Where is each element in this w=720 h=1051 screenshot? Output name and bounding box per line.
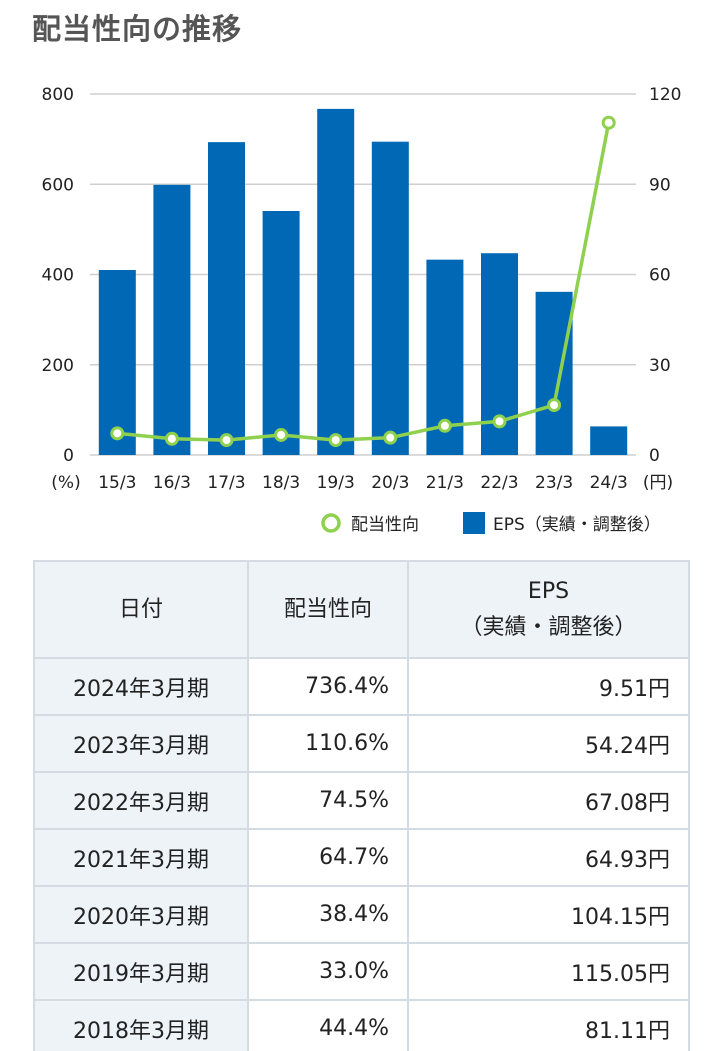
table-row: 2023年3月期 110.6% 54.24円 (33, 714, 690, 773)
cell-ratio: 44.4% (247, 999, 409, 1051)
x-tick-label: 21/3 (426, 473, 464, 493)
x-tick-label: 22/3 (480, 473, 518, 493)
cell-eps: 104.15円 (407, 885, 690, 944)
x-tick-label: 15/3 (98, 473, 136, 493)
x-tick-label: 19/3 (317, 473, 355, 493)
y-right-tick-label: 120 (649, 85, 681, 105)
cell-date: 2023年3月期 (33, 714, 249, 773)
eps-bar (590, 426, 628, 455)
cell-date: 2019年3月期 (33, 942, 249, 1001)
y-left-tick-label: 600 (42, 175, 74, 195)
payout-ratio-point (547, 398, 562, 413)
cell-date: 2018年3月期 (33, 999, 249, 1051)
payout-ratio-point (164, 431, 179, 446)
legend-bar-label: EPS（実績・調整後） (493, 515, 661, 535)
table-row: 2018年3月期 44.4% 81.11円 (33, 999, 690, 1051)
y-right-tick-label: 30 (649, 356, 671, 376)
header-eps-line2: （実績・調整後） (460, 614, 637, 640)
payout-ratio-point (437, 418, 452, 433)
page-title: 配当性向の推移 (32, 12, 243, 46)
eps-bar (371, 141, 409, 456)
table-row: 2022年3月期 74.5% 67.08円 (33, 771, 690, 830)
cell-ratio: 38.4% (247, 885, 409, 944)
payout-ratio-point (274, 427, 289, 442)
table-row: 2024年3月期 736.4% 9.51円 (33, 657, 690, 716)
payout-ratio-point (492, 414, 507, 429)
y-right-tick-label: 90 (649, 175, 671, 195)
payout-ratio-point (383, 430, 398, 445)
eps-bar (535, 291, 573, 455)
header-eps-line1: EPS (527, 578, 570, 604)
table-row: 2019年3月期 33.0% 115.05円 (33, 942, 690, 1001)
header-eps: EPS （実績・調整後） (407, 560, 690, 659)
cell-date: 2021年3月期 (33, 828, 249, 887)
x-tick-label: 23/3 (535, 473, 573, 493)
cell-eps: 54.24円 (407, 714, 690, 773)
eps-bar (317, 108, 355, 456)
legend-line-swatch (321, 513, 341, 533)
eps-bar (153, 184, 191, 455)
header-date: 日付 (33, 560, 249, 659)
cell-ratio: 736.4% (247, 657, 409, 716)
y-right-tick-label: 60 (649, 266, 671, 286)
payout-ratio-line (117, 122, 611, 442)
cell-ratio: 110.6% (247, 714, 409, 773)
cell-eps: 9.51円 (407, 657, 690, 716)
cell-date: 2020年3月期 (33, 885, 249, 944)
cell-ratio: 74.5% (247, 771, 409, 830)
cell-eps: 64.93円 (407, 828, 690, 887)
cell-eps: 67.08円 (407, 771, 690, 830)
legend-line-label: 配当性向 (351, 515, 419, 535)
table-header-row: 日付 配当性向 EPS （実績・調整後） (33, 560, 690, 659)
legend-bar-swatch (463, 512, 485, 534)
x-tick-label: 18/3 (262, 473, 300, 493)
eps-bar (208, 142, 245, 455)
payout-ratio-point (601, 115, 616, 130)
payout-ratio-point (110, 426, 125, 441)
y-right-tick-label: 0 (649, 446, 660, 466)
cell-eps: 115.05円 (407, 942, 690, 1001)
y-left-unit-label: (%) (51, 473, 80, 493)
y-left-tick-label: 200 (42, 356, 74, 376)
x-tick-label: 20/3 (371, 473, 409, 493)
dividend-table: 日付 配当性向 EPS （実績・調整後） 2024年3月期 736.4% 9.5… (33, 560, 690, 1051)
cell-date: 2024年3月期 (33, 657, 249, 716)
y-left-tick-label: 0 (63, 446, 74, 466)
table-row: 2021年3月期 64.7% 64.93円 (33, 828, 690, 887)
y-right-unit-label: (円) (643, 473, 673, 493)
x-tick-label: 24/3 (590, 473, 628, 493)
y-left-tick-label: 800 (42, 85, 74, 105)
eps-bar (262, 210, 300, 455)
x-tick-label: 17/3 (207, 473, 245, 493)
cell-ratio: 64.7% (247, 828, 409, 887)
table-row: 2020年3月期 38.4% 104.15円 (33, 885, 690, 944)
cell-ratio: 33.0% (247, 942, 409, 1001)
eps-bar (98, 269, 136, 455)
cell-date: 2022年3月期 (33, 771, 249, 830)
payout-ratio-point (219, 433, 234, 448)
header-ratio: 配当性向 (247, 560, 409, 659)
cell-eps: 81.11円 (407, 999, 690, 1051)
x-tick-label: 16/3 (153, 473, 191, 493)
y-left-tick-label: 400 (42, 266, 74, 286)
payout-ratio-point (328, 433, 343, 448)
dividend-payout-chart: 0 200 400 600 800 0 30 60 90 120 15/3 16/3 17/3 18/3 1… (42, 85, 682, 535)
